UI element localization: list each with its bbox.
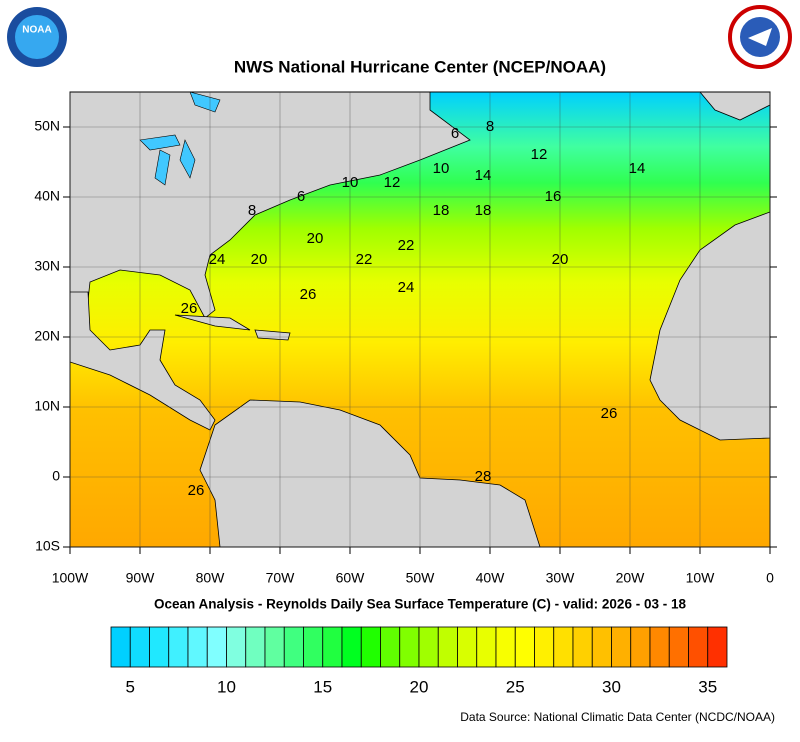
contour-label: 22 bbox=[398, 237, 415, 254]
colorbar-box bbox=[572, 626, 593, 668]
contour-label: 26 bbox=[300, 286, 317, 303]
subtitle: Ocean Analysis - Reynolds Daily Sea Surf… bbox=[154, 597, 686, 612]
title: NWS National Hurricane Center (NCEP/NOAA… bbox=[234, 57, 606, 76]
contour-label: 26 bbox=[601, 405, 618, 422]
x-tick-label: 20W bbox=[616, 570, 646, 586]
y-tick-label: 0 bbox=[52, 468, 60, 484]
contour-label: 26 bbox=[188, 482, 205, 499]
contour-label: 24 bbox=[209, 251, 226, 268]
contour-label: 28 bbox=[475, 468, 492, 485]
x-tick-label: 90W bbox=[126, 570, 156, 586]
x-tick-label: 50W bbox=[406, 570, 436, 586]
x-tick-label: 40W bbox=[476, 570, 506, 586]
contour-label: 8 bbox=[248, 202, 256, 219]
colorbar-box bbox=[476, 626, 497, 668]
colorbar-label: 35 bbox=[698, 677, 717, 696]
colorbar-box bbox=[303, 626, 324, 668]
colorbar-label: 5 bbox=[126, 677, 135, 696]
colorbar-label: 10 bbox=[217, 677, 236, 696]
colorbar-box bbox=[380, 626, 401, 668]
colorbar-box bbox=[322, 626, 343, 668]
y-tick-label: 50N bbox=[34, 118, 60, 134]
colorbar-box bbox=[688, 626, 709, 668]
colorbar-box bbox=[418, 626, 439, 668]
x-tick-label: 70W bbox=[266, 570, 296, 586]
y-tick-label: 10N bbox=[34, 398, 60, 414]
colorbar-box bbox=[187, 626, 208, 668]
colorbar-box bbox=[129, 626, 150, 668]
colorbar-box bbox=[245, 626, 266, 668]
contour-label: 20 bbox=[307, 230, 324, 247]
contour-label: 14 bbox=[629, 160, 646, 177]
colorbar-box bbox=[457, 626, 478, 668]
x-tick-label: 30W bbox=[546, 570, 576, 586]
contour-label: 22 bbox=[356, 251, 373, 268]
contour-label: 20 bbox=[552, 251, 569, 268]
x-tick-label: 0 bbox=[766, 570, 774, 586]
colorbar-label: 25 bbox=[506, 677, 525, 696]
colorbar-box bbox=[649, 626, 670, 668]
x-tick-label: 100W bbox=[52, 570, 89, 586]
contour-label: 10 bbox=[433, 160, 450, 177]
contour-label: 6 bbox=[297, 188, 305, 205]
colorbar-box bbox=[206, 626, 227, 668]
contour-label: 18 bbox=[475, 202, 492, 219]
contour-label: 18 bbox=[433, 202, 450, 219]
colorbar-box bbox=[591, 626, 612, 668]
colorbar-box bbox=[553, 626, 574, 668]
colorbar-box bbox=[283, 626, 304, 668]
colorbar-box bbox=[611, 626, 632, 668]
y-tick-label: 10S bbox=[35, 538, 60, 554]
contour-label: 12 bbox=[384, 174, 401, 191]
logo-nws bbox=[728, 5, 792, 69]
contour-label: 6 bbox=[451, 125, 459, 142]
colorbar-box bbox=[226, 626, 247, 668]
colorbar-box bbox=[110, 626, 131, 668]
contour-label: 14 bbox=[475, 167, 492, 184]
source: Data Source: National Climatic Data Cent… bbox=[460, 710, 775, 724]
colorbar-box bbox=[149, 626, 170, 668]
contour-label: 12 bbox=[531, 146, 548, 163]
colorbar-box bbox=[668, 626, 689, 668]
contour-label: 8 bbox=[486, 118, 494, 135]
colorbar-label: 20 bbox=[410, 677, 429, 696]
contour-label: 24 bbox=[398, 279, 415, 296]
x-tick-label: 80W bbox=[196, 570, 226, 586]
colorbar-box bbox=[360, 626, 381, 668]
x-tick-label: 10W bbox=[686, 570, 716, 586]
logo-noaa: NOAA bbox=[7, 7, 67, 67]
logo-text: NOAA bbox=[22, 25, 51, 36]
colorbar-box bbox=[168, 626, 189, 668]
x-tick-label: 60W bbox=[336, 570, 366, 586]
colorbar-box bbox=[437, 626, 458, 668]
colorbar-box bbox=[341, 626, 362, 668]
y-tick-label: 30N bbox=[34, 258, 60, 274]
contour-label: 26 bbox=[181, 300, 198, 317]
colorbar-box bbox=[534, 626, 555, 668]
contour-label: 10 bbox=[342, 174, 359, 191]
colorbar-box bbox=[514, 626, 535, 668]
colorbar-box bbox=[495, 626, 516, 668]
y-tick-label: 20N bbox=[34, 328, 60, 344]
colorbar-box bbox=[264, 626, 285, 668]
colorbar-label: 15 bbox=[313, 677, 332, 696]
colorbar-box bbox=[707, 626, 728, 668]
contour-label: 20 bbox=[251, 251, 268, 268]
colorbar-label: 30 bbox=[602, 677, 621, 696]
contour-label: 16 bbox=[545, 188, 562, 205]
colorbar-box bbox=[630, 626, 651, 668]
colorbar-box bbox=[399, 626, 420, 668]
y-tick-label: 40N bbox=[34, 188, 60, 204]
